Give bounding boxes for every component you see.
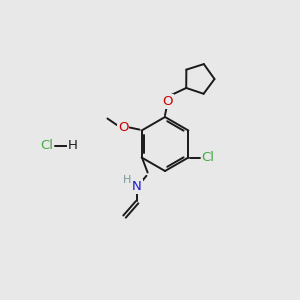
Text: O: O bbox=[162, 95, 173, 108]
Text: O: O bbox=[118, 121, 128, 134]
Text: Cl: Cl bbox=[40, 139, 53, 152]
Text: H: H bbox=[123, 175, 132, 185]
Text: Cl: Cl bbox=[202, 151, 215, 164]
Text: N: N bbox=[132, 180, 142, 193]
Text: H: H bbox=[68, 139, 78, 152]
